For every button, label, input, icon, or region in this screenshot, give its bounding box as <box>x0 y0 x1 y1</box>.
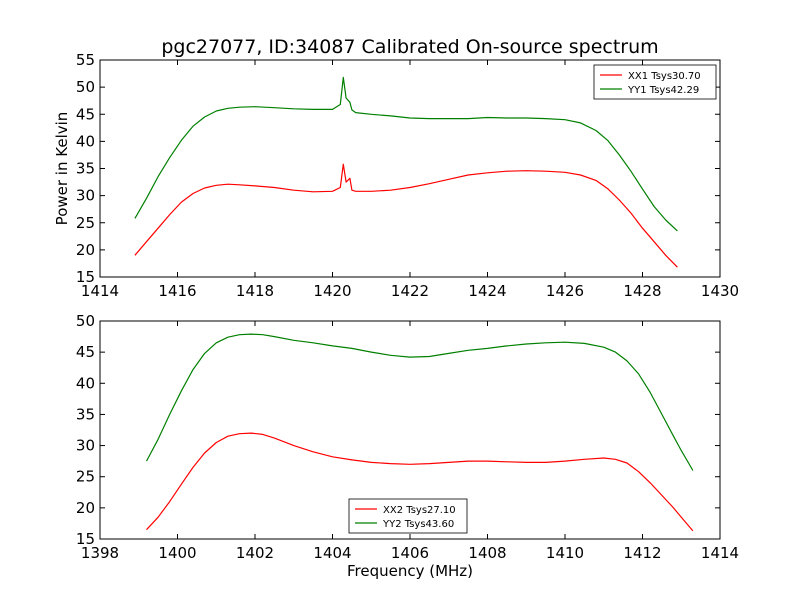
y-tick-label: 35 <box>76 405 95 423</box>
x-tick-label: 1412 <box>623 544 661 562</box>
series-line <box>146 432 694 532</box>
x-tick-label: 1404 <box>313 544 351 562</box>
legend-label: YY2 Tsys43.60 <box>382 519 454 530</box>
x-tick-label: 1424 <box>468 282 506 300</box>
x-tick-label: 1416 <box>158 282 196 300</box>
y-tick-label: 15 <box>76 268 95 286</box>
y-tick-label: 45 <box>76 343 95 361</box>
x-tick-label: 1420 <box>313 282 351 300</box>
x-axis-label: Frequency (MHz) <box>347 562 473 580</box>
y-tick-label: 25 <box>76 468 95 486</box>
y-tick-label: 45 <box>76 105 95 123</box>
legend-box <box>348 498 468 534</box>
y-axis-label: Power in Kelvin <box>53 112 71 226</box>
y-tick-label: 30 <box>76 437 95 455</box>
x-tick-label: 1426 <box>546 282 584 300</box>
y-tick-label: 40 <box>76 374 95 392</box>
x-tick-label: 1418 <box>236 282 274 300</box>
x-tick-label: 1422 <box>391 282 429 300</box>
x-tick-label: 1414 <box>701 544 739 562</box>
y-tick-label: 20 <box>76 499 95 517</box>
y-tick-label: 50 <box>76 78 95 96</box>
legend-label: XX2 Tsys27.10 <box>383 505 456 516</box>
y-tick-label: 20 <box>76 241 95 259</box>
y-tick-label: 35 <box>76 160 95 178</box>
legend-label: YY1 Tsys42.29 <box>627 85 699 96</box>
x-tick-label: 1406 <box>391 544 429 562</box>
x-tick-label: 1410 <box>546 544 584 562</box>
x-tick-label: 1400 <box>158 544 196 562</box>
x-tick-label: 1430 <box>701 282 739 300</box>
y-tick-label: 50 <box>76 312 95 330</box>
x-tick-label: 1414 <box>81 282 119 300</box>
top-spectrum-panel: 1414 1416 1418 1420 1422 1424 1426 1428 1430 15 20… <box>53 51 739 300</box>
x-tick-label: 1428 <box>623 282 661 300</box>
y-tick-label: 55 <box>76 51 95 69</box>
series-line <box>134 76 678 232</box>
y-tick-label: 40 <box>76 132 95 150</box>
x-tick-label: 1402 <box>236 544 274 562</box>
series-line <box>134 163 678 268</box>
y-tick-label: 25 <box>76 214 95 232</box>
legend-label: XX1 Tsys30.70 <box>628 71 701 82</box>
y-tick-label: 30 <box>76 187 95 205</box>
y-tick-label: 15 <box>76 530 95 548</box>
x-tick-label: 1408 <box>468 544 506 562</box>
x-tick-label: 1398 <box>81 544 119 562</box>
legend-box <box>593 64 717 100</box>
series-line <box>145 333 694 471</box>
bottom-spectrum-panel: 1398 1400 1402 1404 1406 1408 1410 1412 1414 15 20… <box>76 312 739 580</box>
figure-title: pgc27077, ID:34087 Calibrated On-source … <box>161 36 658 58</box>
